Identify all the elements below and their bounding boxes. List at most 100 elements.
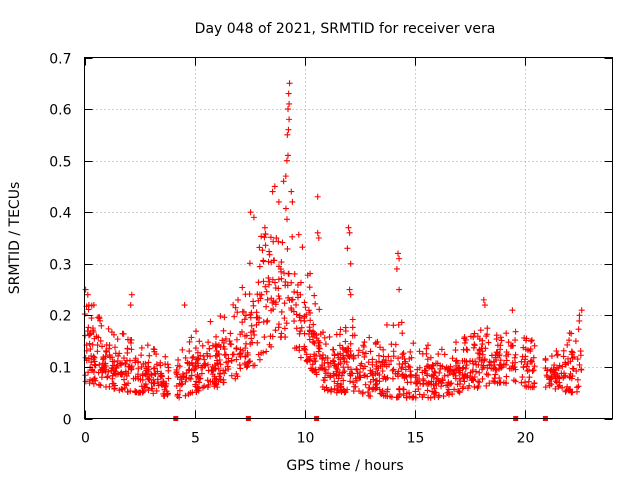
data-point: [262, 231, 269, 238]
data-point: [256, 263, 263, 270]
data-point: [278, 259, 285, 266]
data-point: [400, 392, 407, 399]
data-point: [257, 295, 264, 302]
data-point: [221, 314, 228, 321]
data-point: [518, 358, 525, 365]
data-point: [350, 379, 357, 386]
data-point: [322, 341, 329, 348]
data-point: [314, 193, 321, 200]
data-point: [419, 350, 426, 357]
data-point: [193, 356, 200, 363]
data-point: [366, 334, 373, 341]
data-point: [267, 333, 274, 340]
x-tick-label: 20: [517, 431, 535, 447]
data-point: [469, 367, 476, 374]
data-point: [412, 388, 419, 395]
data-point: [123, 357, 130, 364]
data-point: [270, 306, 277, 313]
data-point: [260, 278, 267, 285]
data-point: [311, 358, 318, 365]
data-point: [206, 345, 213, 352]
data-point: [369, 356, 376, 363]
data-point: [570, 365, 577, 372]
data-point: [396, 286, 403, 293]
data-point: [124, 345, 131, 352]
data-point: [178, 381, 185, 388]
data-point: [383, 363, 390, 370]
data-point: [88, 302, 95, 309]
data-point: [92, 362, 99, 369]
data-point: [359, 390, 366, 397]
data-point: [321, 374, 328, 381]
data-point: [254, 339, 261, 346]
data-point: [90, 368, 97, 375]
data-point: [372, 386, 379, 393]
data-point: [120, 330, 127, 337]
data-point: [246, 358, 253, 365]
y-tick-label: 0.1: [49, 361, 71, 377]
data-point: [410, 340, 417, 347]
data-point: [269, 276, 276, 283]
data-point: [209, 371, 216, 378]
data-point: [124, 388, 131, 395]
data-point: [414, 366, 421, 373]
data-point: [307, 317, 314, 324]
data-point: [461, 357, 468, 364]
data-point: [523, 335, 530, 342]
data-point: [396, 390, 403, 397]
data-point: [567, 370, 574, 377]
data-point: [497, 379, 504, 386]
data-point: [402, 366, 409, 373]
data-point: [395, 355, 402, 362]
data-point: [220, 343, 227, 350]
data-point: [497, 334, 504, 341]
data-point: [204, 384, 211, 391]
data-point: [315, 235, 322, 241]
data-point: [388, 341, 395, 348]
data-point: [153, 361, 160, 368]
data-point: [236, 351, 243, 358]
data-point: [408, 371, 415, 378]
data-point: [412, 394, 419, 401]
data-point: [525, 383, 532, 390]
data-point: [188, 334, 195, 341]
data-point: [197, 352, 204, 359]
data-point: [270, 238, 277, 245]
data-point: [427, 394, 434, 401]
data-point: [522, 346, 529, 353]
data-point: [452, 347, 459, 354]
data-point: [104, 374, 111, 381]
data-point: [578, 307, 585, 314]
data-point: [282, 205, 289, 212]
y-tick-label: 0.3: [49, 258, 71, 274]
data-point: [365, 359, 372, 366]
data-point: [428, 378, 435, 385]
data-point: [423, 345, 430, 352]
data-point: [477, 327, 484, 334]
data-point: [531, 363, 538, 370]
data-point: [302, 346, 309, 353]
data-point: [311, 367, 318, 374]
data-point: [314, 229, 321, 236]
data-point: [128, 364, 135, 371]
data-point: [275, 198, 282, 205]
data-point: [356, 388, 363, 395]
data-point: [326, 333, 333, 340]
data-point: [479, 341, 486, 348]
data-point: [455, 365, 462, 372]
data-point: [260, 349, 267, 356]
data-point: [282, 334, 289, 341]
data-point: [321, 386, 328, 393]
data-point: [316, 353, 323, 360]
data-point: [261, 234, 268, 241]
data-point: [150, 390, 157, 397]
data-point: [555, 365, 562, 372]
data-point: [161, 386, 168, 393]
data-point: [293, 311, 300, 318]
data-point: [554, 352, 561, 359]
data-point: [120, 355, 127, 362]
data-point: [127, 388, 134, 395]
data-point: [82, 354, 89, 361]
data-point: [189, 354, 196, 361]
data-point: [249, 339, 256, 346]
